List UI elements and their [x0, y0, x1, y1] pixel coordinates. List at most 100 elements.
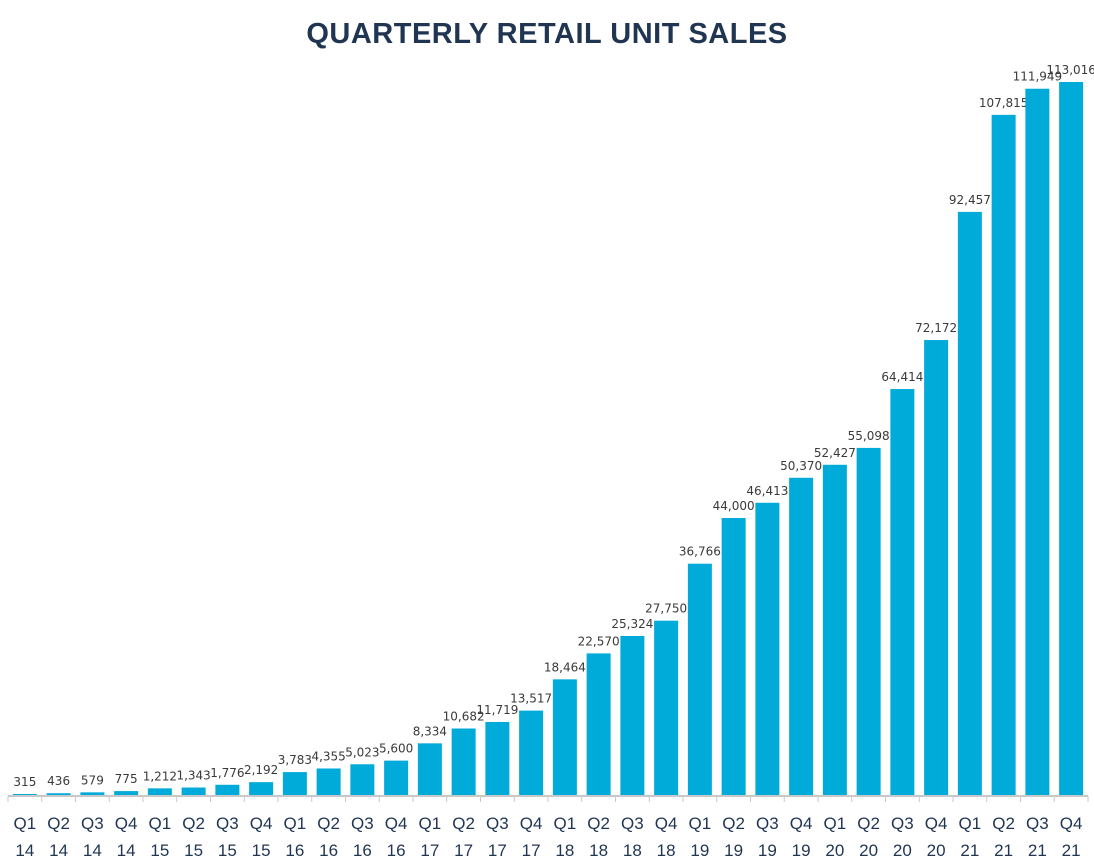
tick-label-year: 16	[319, 841, 338, 860]
data-label: 775	[115, 772, 138, 786]
tick-label-year: 16	[285, 841, 304, 860]
tick-label-quarter: Q3	[891, 814, 914, 833]
data-label: 72,172	[915, 321, 957, 335]
tick-label-quarter: Q3	[216, 814, 239, 833]
tick-label-quarter: Q3	[756, 814, 779, 833]
bar	[991, 114, 1016, 797]
tick-label-quarter: Q4	[520, 814, 543, 833]
bar	[282, 772, 307, 796]
data-label: 5,023	[345, 745, 379, 759]
tick-label-year: 17	[522, 841, 541, 860]
data-label: 55,098	[848, 429, 890, 443]
data-label: 579	[81, 773, 104, 787]
tick-label-quarter: Q1	[824, 814, 847, 833]
tick-label-year: 18	[623, 841, 642, 860]
bar	[620, 636, 645, 796]
bar	[519, 710, 544, 796]
tick-label-quarter: Q2	[722, 814, 745, 833]
tick-label-quarter: Q2	[452, 814, 475, 833]
tick-label-quarter: Q1	[554, 814, 577, 833]
tick-label-quarter: Q1	[14, 814, 37, 833]
tick-label-quarter: Q2	[182, 814, 205, 833]
tick-label-year: 20	[825, 841, 844, 860]
tick-label-year: 16	[387, 841, 406, 860]
data-label: 25,324	[611, 617, 653, 631]
tick-label-quarter: Q3	[621, 814, 644, 833]
tick-label-year: 19	[724, 841, 743, 860]
data-label: 50,370	[780, 459, 822, 473]
tick-label-year: 14	[49, 841, 68, 860]
tick-label-year: 21	[1028, 841, 1047, 860]
tick-label-quarter: Q2	[857, 814, 880, 833]
data-label: 10,682	[443, 710, 485, 724]
tick-label-year: 15	[150, 841, 169, 860]
tick-label-year: 21	[1062, 841, 1081, 860]
tick-label-quarter: Q4	[1060, 814, 1083, 833]
bar	[890, 389, 915, 796]
tick-label-year: 15	[252, 841, 271, 860]
tick-label-quarter: Q2	[992, 814, 1015, 833]
bar	[957, 211, 982, 796]
tick-label-quarter: Q4	[925, 814, 948, 833]
bar	[654, 620, 679, 796]
data-label: 44,000	[713, 499, 755, 513]
data-label: 13,517	[510, 692, 552, 706]
tick-label-quarter: Q4	[115, 814, 138, 833]
tick-label-year: 18	[589, 841, 608, 860]
tick-label-quarter: Q1	[689, 814, 712, 833]
tick-label-year: 19	[758, 841, 777, 860]
bar	[755, 502, 780, 796]
tick-label-year: 17	[488, 841, 507, 860]
tick-label-quarter: Q2	[317, 814, 340, 833]
data-label: 436	[47, 774, 70, 788]
tick-label-year: 17	[454, 841, 473, 860]
data-label: 11,719	[476, 703, 518, 717]
data-label: 1,776	[210, 766, 244, 780]
bar	[114, 791, 139, 796]
bar	[1025, 88, 1050, 797]
data-label: 36,766	[679, 545, 721, 559]
data-label: 8,334	[413, 724, 447, 738]
tick-label-quarter: Q3	[351, 814, 374, 833]
bar	[384, 760, 409, 796]
data-label: 5,600	[379, 742, 413, 756]
tick-label-year: 17	[420, 841, 439, 860]
tick-label-quarter: Q4	[385, 814, 408, 833]
tick-label-year: 15	[184, 841, 203, 860]
tick-label-year: 19	[690, 841, 709, 860]
bar	[856, 447, 881, 796]
bar	[451, 728, 476, 796]
bar	[181, 787, 206, 796]
data-label: 4,355	[311, 749, 345, 763]
tick-label-quarter: Q2	[587, 814, 610, 833]
bar	[316, 768, 341, 796]
bar	[822, 464, 847, 796]
bar	[552, 679, 577, 796]
tick-label-quarter: Q3	[81, 814, 104, 833]
bar	[80, 792, 105, 796]
chart-title: QUARTERLY RETAIL UNIT SALES	[306, 18, 788, 50]
data-label: 27,750	[645, 602, 687, 616]
tick-label-year: 18	[555, 841, 574, 860]
data-label: 1,212	[143, 769, 177, 783]
bar	[46, 793, 71, 796]
tick-label-year: 14	[117, 841, 136, 860]
bar	[215, 784, 240, 796]
bar	[687, 563, 712, 796]
tick-label-year: 21	[960, 841, 979, 860]
tick-label-year: 16	[353, 841, 372, 860]
bar	[147, 788, 172, 796]
tick-label-year: 20	[859, 841, 878, 860]
bar	[417, 743, 442, 796]
bar	[1059, 82, 1084, 796]
tick-label-quarter: Q1	[419, 814, 442, 833]
bar	[721, 518, 746, 796]
bar	[924, 340, 949, 796]
data-label: 22,570	[578, 634, 620, 648]
data-label: 3,783	[278, 753, 312, 767]
tick-label-year: 15	[218, 841, 237, 860]
data-label: 315	[13, 775, 36, 789]
bar	[586, 653, 611, 796]
data-label: 18,464	[544, 660, 586, 674]
tick-label-quarter: Q3	[1026, 814, 1049, 833]
